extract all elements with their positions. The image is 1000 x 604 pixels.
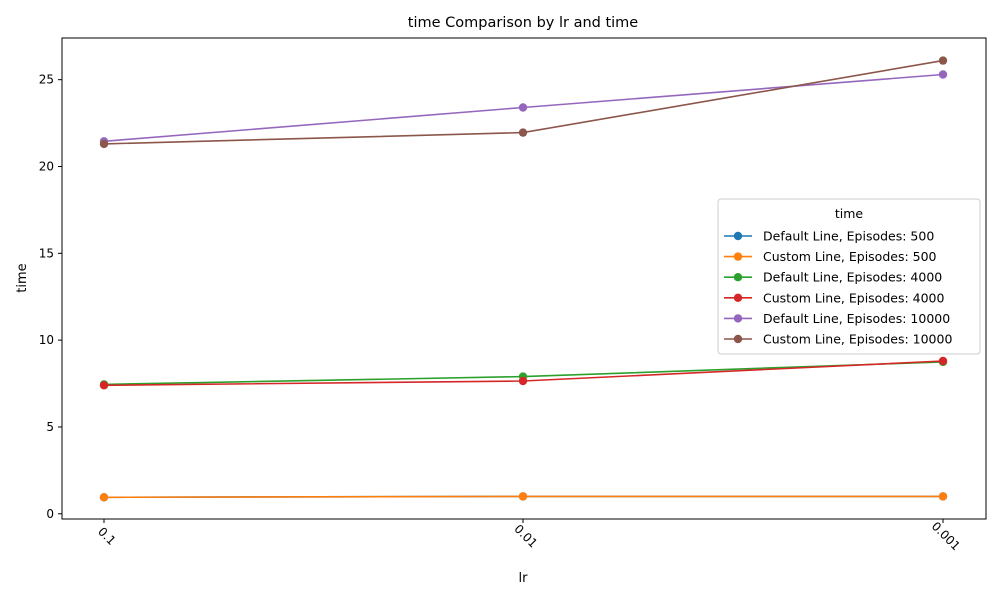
data-point [518, 376, 528, 386]
legend-label: Default Line, Episodes: 4000 [763, 270, 942, 285]
x-tick-label: 0.01 [511, 522, 540, 551]
y-axis-label: time [15, 263, 30, 292]
y-tick-label: 15 [39, 246, 54, 260]
x-tick-label: 0.1 [95, 524, 118, 547]
data-point [518, 492, 528, 501]
data-point [938, 56, 948, 65]
y-tick-label: 0 [46, 507, 54, 521]
legend: time Default Line, Episodes: 500 Custom L… [717, 198, 981, 355]
legend-item: Custom Line, Episodes: 500 [724, 249, 937, 264]
legend-label: Custom Line, Episodes: 10000 [763, 332, 952, 347]
legend-item: Default Line, Episodes: 4000 [724, 270, 942, 285]
y-tick-label: 10 [39, 333, 54, 347]
series-2 [99, 492, 948, 502]
legend-marker [733, 273, 743, 282]
series-6 [99, 56, 948, 149]
legend-label: Default Line, Episodes: 10000 [763, 311, 950, 326]
data-point [99, 381, 109, 390]
plot-frame [61, 37, 987, 520]
legend-marker [733, 231, 743, 241]
legend-item: Custom Line, Episodes: 10000 [724, 332, 952, 347]
data-point [938, 356, 948, 366]
x-axis-label: lr [519, 571, 529, 586]
legend-label: Default Line, Episodes: 500 [763, 229, 934, 244]
y-tick-label: 20 [39, 159, 54, 173]
legend-marker [733, 252, 743, 261]
legend-box [717, 198, 981, 355]
legend-item: Default Line, Episodes: 10000 [724, 311, 950, 326]
legend-label: Custom Line, Episodes: 4000 [763, 290, 945, 305]
x-axis: 0.1 0.01 0.001 [95, 519, 963, 553]
data-point [938, 492, 948, 501]
legend-marker [733, 334, 743, 344]
data-point [938, 70, 948, 79]
series-layer [99, 56, 948, 502]
y-tick-label: 25 [39, 73, 54, 87]
data-point [518, 128, 528, 137]
x-tick-label: 0.001 [929, 519, 963, 553]
legend-marker [733, 314, 743, 323]
data-point [99, 493, 109, 502]
data-point [518, 103, 528, 112]
chart-title: time Comparison by lr and time [408, 15, 639, 31]
legend-label: Custom Line, Episodes: 500 [763, 249, 937, 264]
y-axis: 0 5 10 15 20 25 [39, 73, 62, 521]
legend-title: time [835, 206, 864, 221]
legend-item: Custom Line, Episodes: 4000 [724, 290, 945, 305]
data-point [99, 139, 109, 149]
legend-marker [733, 293, 743, 302]
y-tick-label: 5 [46, 420, 54, 434]
series-4 [99, 356, 948, 390]
legend-item: Default Line, Episodes: 500 [724, 229, 934, 244]
